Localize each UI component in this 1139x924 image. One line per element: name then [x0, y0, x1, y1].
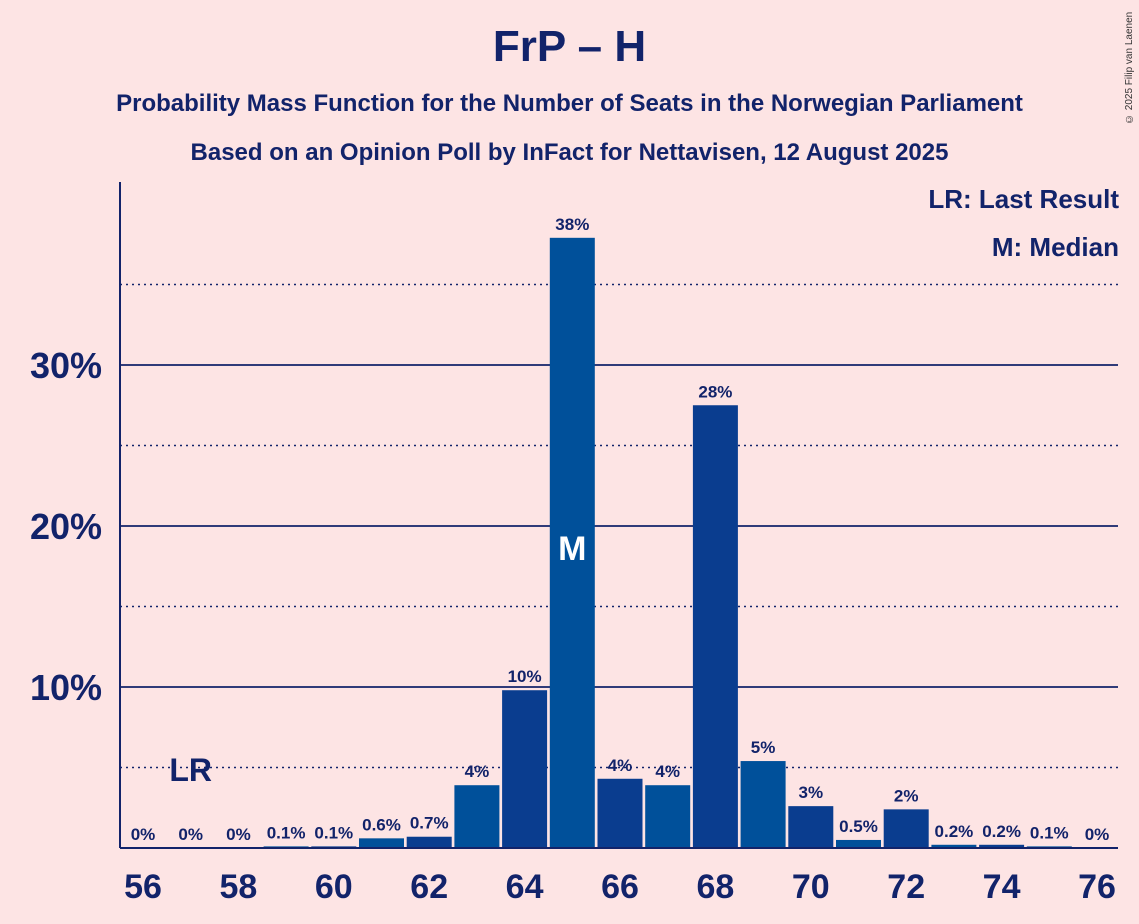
- x-tick-label: 76: [1078, 868, 1116, 906]
- y-tick-label: 20%: [30, 506, 102, 547]
- data-label-seat-64: 10%: [508, 667, 542, 686]
- x-tick-label: 66: [601, 868, 639, 906]
- bar-seat-73: [931, 844, 977, 848]
- data-label-seat-58: 0%: [226, 825, 251, 844]
- data-label-seat-67: 4%: [655, 762, 680, 781]
- x-tick-label: 70: [792, 868, 830, 906]
- bar-seat-64: [502, 690, 548, 848]
- x-tick-label: 68: [696, 868, 734, 906]
- median-marker: M: [558, 530, 586, 568]
- legend-last-result: LR: Last Result: [928, 184, 1119, 214]
- bar-seat-67: [645, 785, 691, 848]
- bar-seat-65: [549, 237, 595, 848]
- x-tick-label: 64: [506, 868, 544, 906]
- x-tick-label: 58: [219, 868, 257, 906]
- bar-seat-71: [836, 839, 881, 848]
- x-tick-label: 60: [315, 868, 353, 906]
- data-label-seat-73: 0.2%: [935, 822, 974, 841]
- data-label-seat-76: 0%: [1085, 825, 1110, 844]
- data-label-seat-70: 3%: [799, 783, 824, 802]
- bar-seat-69: [740, 761, 786, 848]
- data-label-seat-62: 0.7%: [410, 814, 449, 833]
- data-label-seat-74: 0.2%: [982, 822, 1021, 841]
- chart-title: FrP – H: [492, 22, 647, 71]
- data-label-seat-61: 0.6%: [362, 815, 401, 834]
- bar-seat-66: [597, 778, 643, 848]
- data-label-seat-72: 2%: [894, 786, 919, 805]
- x-tick-label: 74: [983, 868, 1021, 906]
- bar-seat-74: [979, 844, 1025, 848]
- x-tick-label: 56: [124, 868, 162, 906]
- data-label-seat-69: 5%: [751, 738, 776, 757]
- data-label-seat-71: 0.5%: [839, 817, 878, 836]
- data-label-seat-66: 4%: [608, 756, 633, 775]
- bar-seat-62: [406, 836, 452, 848]
- bar-seat-63: [454, 785, 500, 848]
- data-label-seat-57: 0%: [178, 825, 203, 844]
- y-tick-label: 30%: [30, 345, 102, 386]
- data-label-seat-63: 4%: [465, 762, 490, 781]
- data-label-seat-59: 0.1%: [267, 823, 306, 842]
- data-label-seat-75: 0.1%: [1030, 823, 1069, 842]
- data-label-seat-65: 38%: [555, 215, 589, 234]
- chart-subtitle-2: Based on an Opinion Poll by InFact for N…: [190, 139, 949, 166]
- y-tick-label: 10%: [30, 667, 102, 708]
- x-tick-label: 72: [887, 868, 925, 906]
- bar-seat-61: [359, 838, 404, 848]
- legend-median: M: Median: [991, 232, 1119, 262]
- bar-seat-68: [692, 405, 738, 848]
- bar-seat-72: [883, 809, 929, 848]
- chart-subtitle-1: Probability Mass Function for the Number…: [116, 90, 1023, 117]
- data-label-seat-56: 0%: [131, 825, 156, 844]
- x-tick-label: 62: [410, 868, 448, 906]
- bar-seat-70: [788, 806, 834, 848]
- last-result-marker: LR: [169, 752, 212, 788]
- data-label-seat-68: 28%: [698, 382, 732, 401]
- data-label-seat-60: 0.1%: [314, 823, 353, 842]
